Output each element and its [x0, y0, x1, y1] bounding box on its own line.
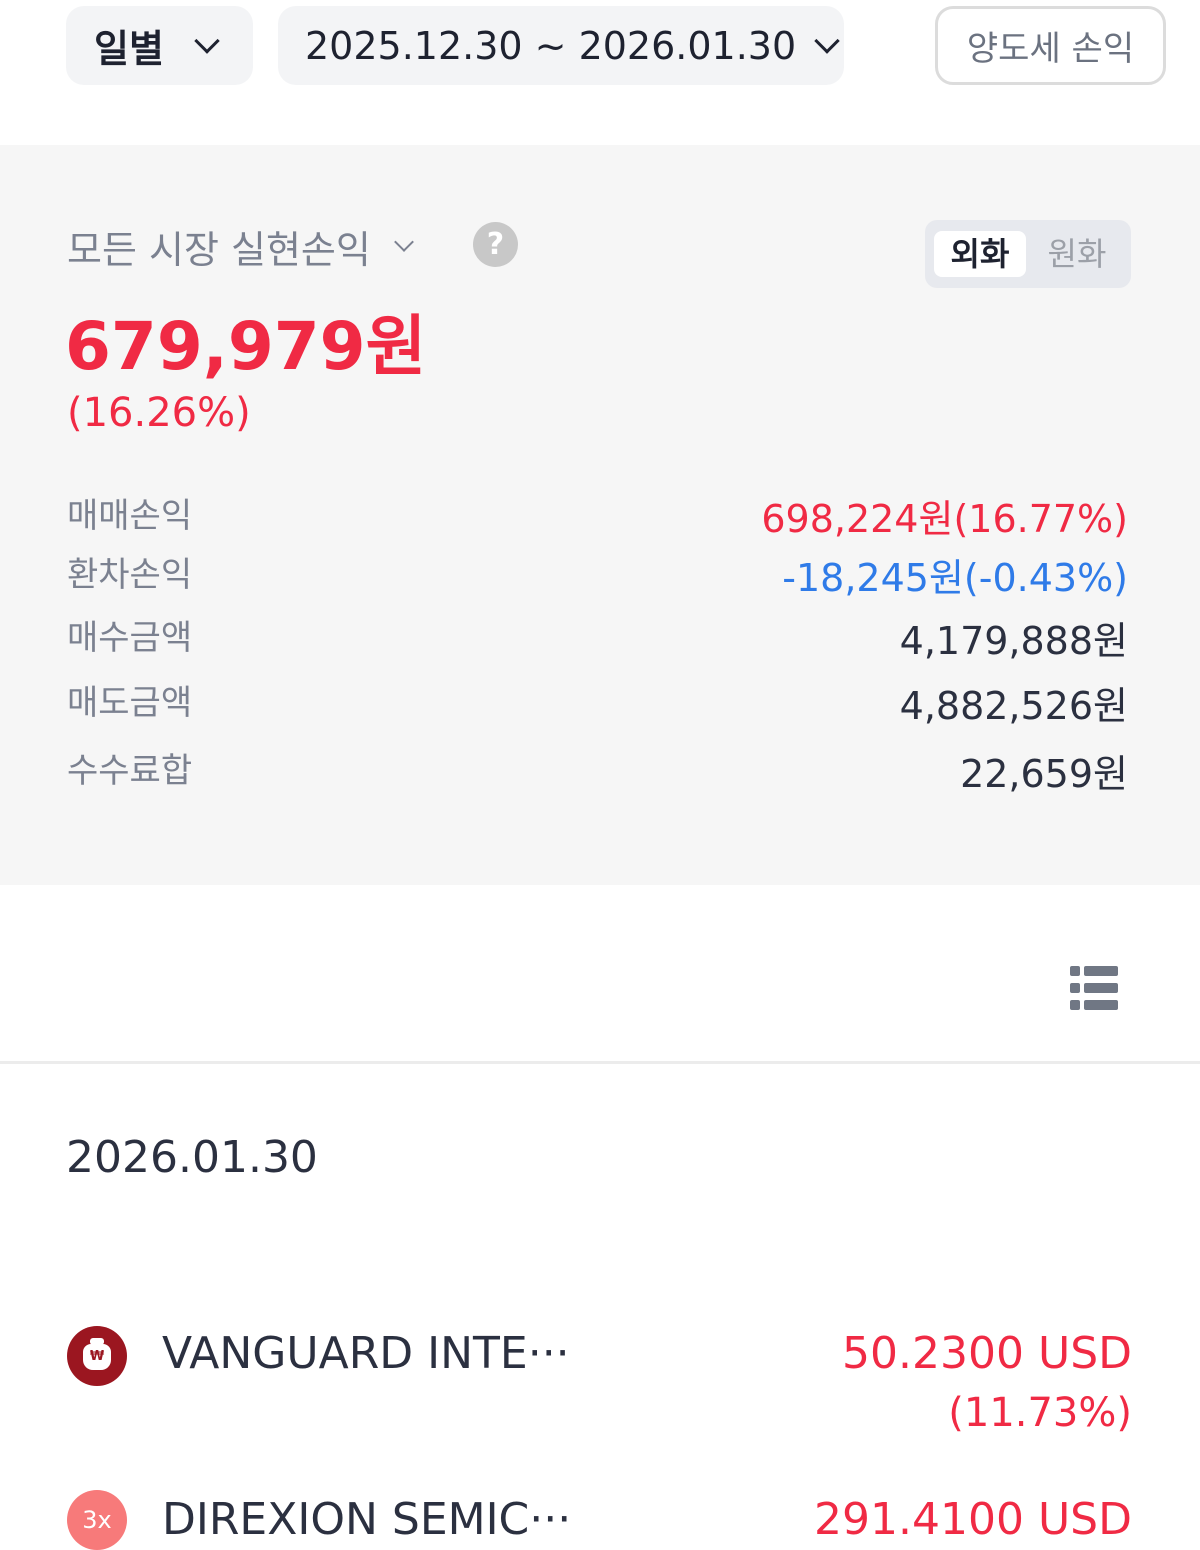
buy-amount-value: 4,179,888원 [899, 619, 1128, 663]
date-range: 2025.12.30 ~ 2026.01.30 [305, 23, 797, 68]
buy-amount-label: 매수금액 [67, 618, 193, 658]
period-select[interactable]: 일별 [66, 6, 253, 85]
date-range-select[interactable]: 2025.12.30 ~ 2026.01.30 [278, 6, 844, 85]
capital-gains-tax-button[interactable]: 양도세 손익 [935, 6, 1166, 85]
list-item[interactable]: 3x DIREXION SEMIC··· 291.4100 USD [0, 1488, 1200, 1550]
trade-profit-label: 매매손익 [67, 496, 193, 536]
item-amount: 50.2300 USD [842, 1328, 1132, 1379]
chevron-down-icon [814, 27, 840, 54]
list-date: 2026.01.30 [66, 1132, 318, 1183]
total-profit: 679,979원 [65, 308, 427, 385]
trade-profit-value: 698,224원(16.77%) [761, 497, 1128, 541]
period-label: 일별 [94, 27, 164, 71]
divider [0, 1061, 1200, 1064]
summary-panel: 모든 시장 실현손익 ? 외화 원화 679,979원 (16.26%) 매매손… [0, 145, 1200, 885]
toggle-foreign[interactable]: 외화 [934, 231, 1026, 277]
market-select[interactable]: 모든 시장 실현손익 [67, 219, 414, 274]
fx-profit-label: 환차손익 [67, 555, 193, 595]
sell-amount-label: 매도금액 [67, 683, 193, 723]
tax-button-label: 양도세 손익 [966, 29, 1135, 69]
market-title: 모든 시장 실현손익 [67, 228, 371, 272]
currency-toggle: 외화 원화 [925, 220, 1131, 288]
item-pct: (11.73%) [948, 1390, 1132, 1436]
help-icon[interactable]: ? [473, 222, 518, 267]
fee-total-label: 수수료합 [67, 751, 193, 791]
total-profit-pct: (16.26%) [67, 390, 251, 436]
fx-profit-value: -18,245원(-0.43%) [782, 556, 1128, 600]
list-view-icon[interactable] [1070, 966, 1118, 1010]
leverage-3x-icon: 3x [67, 1490, 127, 1550]
item-amount: 291.4100 USD [814, 1494, 1132, 1545]
money-bag-icon: ₩ [67, 1326, 127, 1386]
sell-amount-value: 4,882,526원 [899, 684, 1128, 728]
item-name: DIREXION SEMIC··· [162, 1494, 572, 1545]
chevron-down-icon [393, 231, 414, 252]
list-item[interactable]: ₩ VANGUARD INTE··· 50.2300 USD (11.73%) [0, 1320, 1200, 1450]
chevron-down-icon [194, 27, 220, 54]
item-name: VANGUARD INTE··· [162, 1328, 570, 1379]
fee-total-value: 22,659원 [960, 752, 1128, 796]
toggle-won[interactable]: 원화 [1047, 235, 1107, 273]
